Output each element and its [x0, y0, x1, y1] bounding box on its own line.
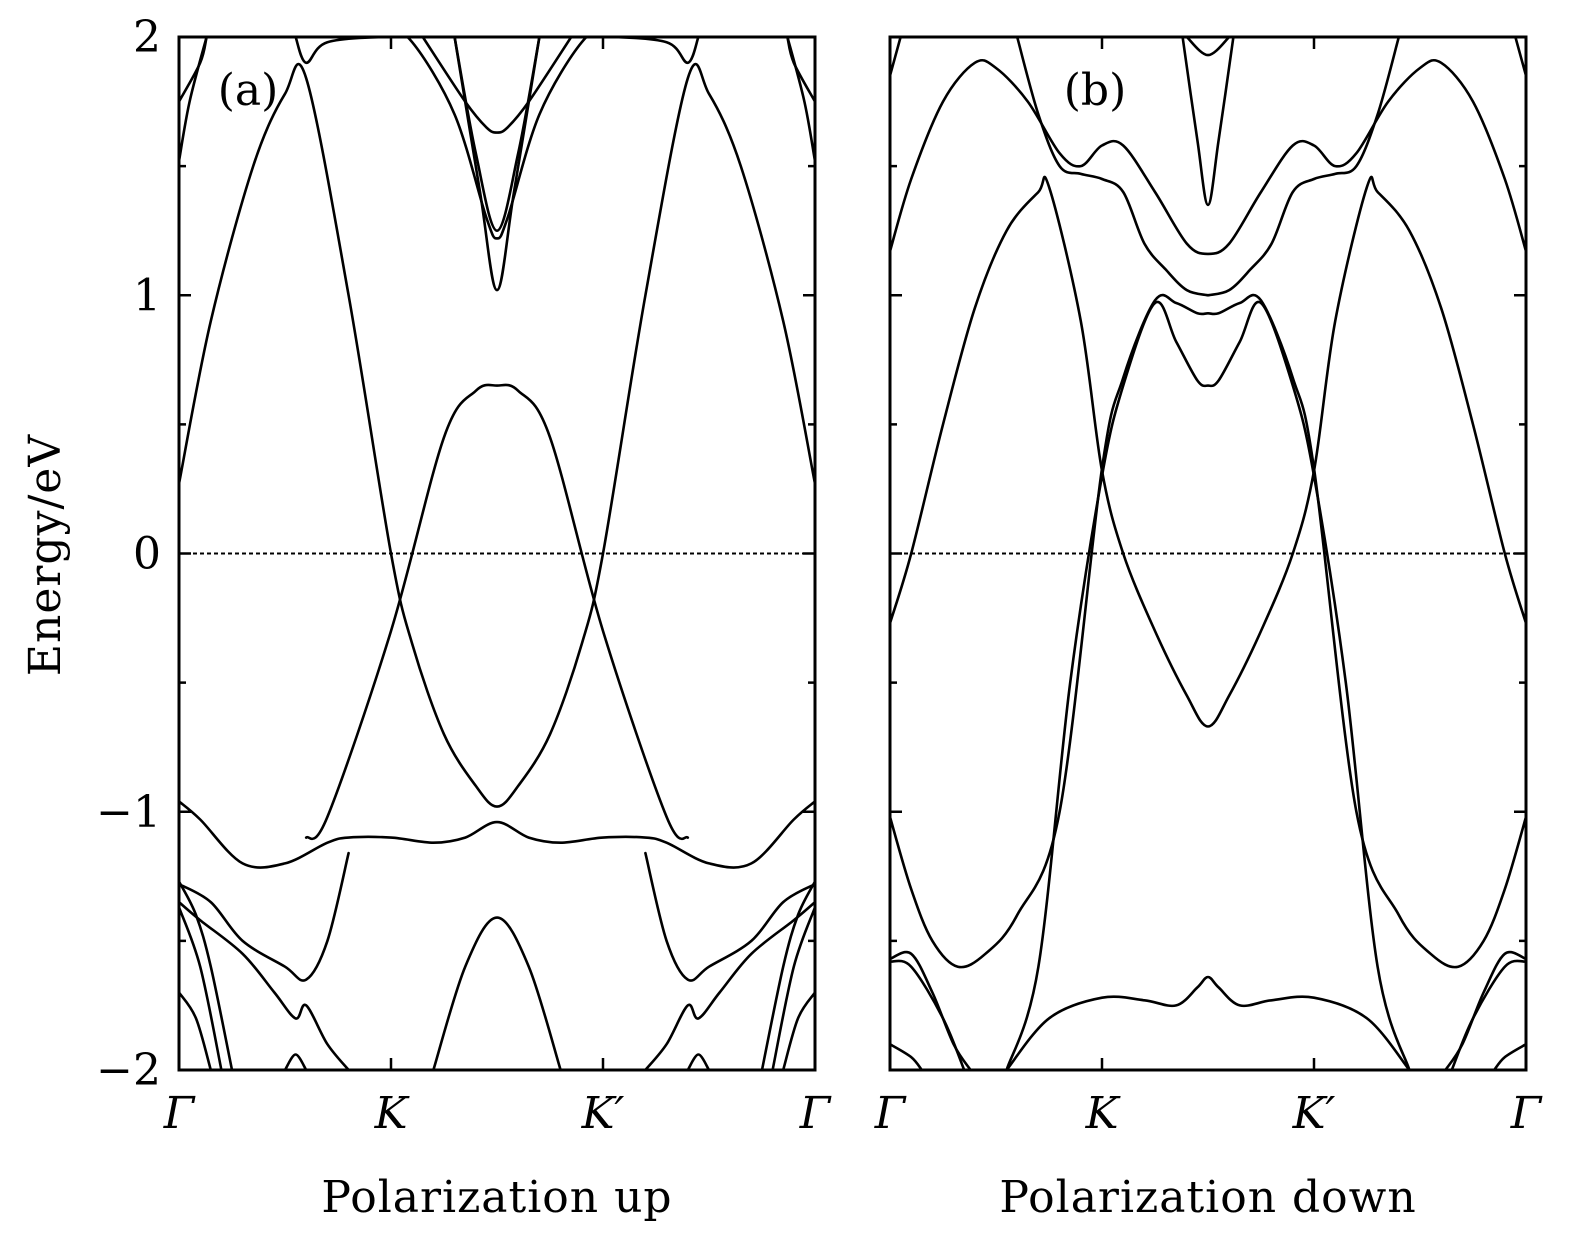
x-tick-label: K′	[1292, 1088, 1336, 1139]
y-tick-label: −2	[96, 1045, 161, 1096]
band-line-10	[890, 37, 902, 77]
band-line-12	[781, 991, 815, 1070]
band-line-3	[890, 293, 1526, 969]
bands	[179, 37, 815, 1070]
x-tick-label: Γ	[1510, 1088, 1543, 1139]
band-line-22	[421, 37, 573, 134]
band-line-6	[1015, 37, 1210, 297]
band-line-24	[453, 37, 541, 232]
band-line-16	[686, 1053, 711, 1070]
x-tick-label: K	[374, 1088, 410, 1139]
band-line-11	[179, 991, 213, 1070]
band-line-19	[179, 37, 208, 163]
band-line-7	[1206, 37, 1401, 297]
band-line-7	[644, 900, 815, 1070]
band-line-8	[432, 916, 562, 1070]
y-tick-label: 1	[133, 270, 161, 321]
bands	[890, 37, 1526, 1070]
x-tick-label: Γ	[799, 1088, 832, 1139]
band-line-16	[1450, 959, 1526, 1070]
x-tick-label: K	[1085, 1088, 1121, 1139]
band-line-21	[294, 37, 700, 240]
x-tick-label: K′	[581, 1088, 625, 1139]
band-line-1	[890, 175, 1526, 728]
y-tick-label: −1	[96, 787, 161, 838]
band-line-3	[179, 800, 815, 869]
band-line-2	[304, 383, 690, 841]
band-line-11	[1514, 37, 1526, 77]
y-axis-title: Energy/eV	[20, 434, 71, 676]
band-line-13	[890, 959, 966, 1070]
band-line-5	[644, 851, 815, 982]
band-line-4	[179, 851, 350, 982]
band-line-17	[1492, 1042, 1526, 1070]
band-line-13	[179, 906, 223, 1070]
band-line-9	[1185, 37, 1231, 57]
x-tick-label: Γ	[163, 1088, 196, 1139]
band-line-23	[453, 37, 541, 292]
x-axis-title: Polarization up	[321, 1172, 672, 1223]
x-tick-label: Γ	[874, 1088, 907, 1139]
panel-label: (a)	[218, 65, 279, 116]
band-line-5	[890, 58, 1526, 256]
band-line-14	[771, 906, 815, 1070]
band-line-8	[1181, 37, 1235, 207]
y-tick-label: 2	[133, 12, 161, 63]
band-line-2	[1005, 300, 1411, 1070]
y-tick-label: 0	[133, 529, 161, 580]
panel-b: Γ K K′ Γ (b) Polarization down	[874, 35, 1543, 1223]
x-axis-title: Polarization down	[999, 1172, 1416, 1223]
band-line-6	[179, 900, 350, 1070]
band-line-9	[179, 880, 234, 1070]
band-line-1	[179, 62, 815, 808]
band-line-15	[283, 1053, 308, 1070]
band-line-4	[1005, 975, 1411, 1070]
panel-a: −2 −1 0 1 2 Γ K K′ Γ (a) Polarization up	[96, 12, 832, 1223]
band-line-10	[760, 880, 815, 1070]
band-line-20	[786, 37, 815, 163]
panel-label: (b)	[1064, 65, 1127, 116]
band-line-14	[890, 1042, 924, 1070]
